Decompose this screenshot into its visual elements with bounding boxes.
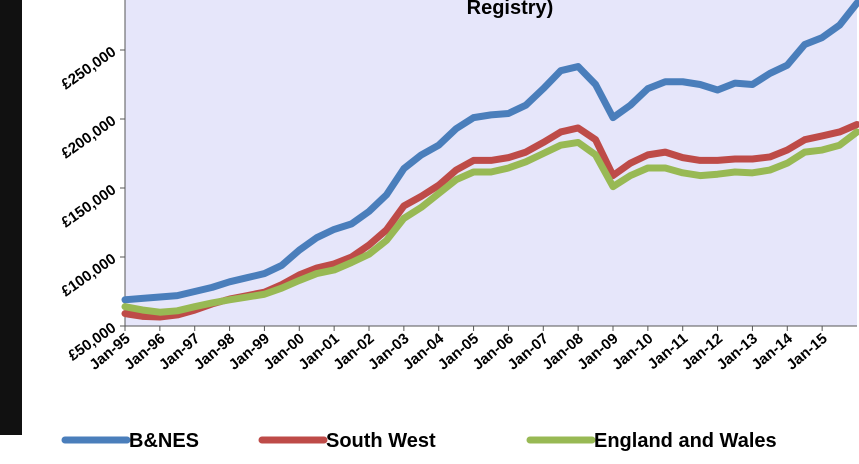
legend-label: B&NES (129, 430, 199, 452)
legend-label: South West (326, 430, 436, 452)
y-tick-label: £150,000 (58, 181, 119, 231)
chart-title: Registry) (467, 0, 554, 19)
legend-label: England and Wales (594, 430, 777, 452)
y-tick-label: £250,000 (58, 43, 119, 93)
x-tick-label: Jan-15 (783, 330, 830, 374)
frame-edge (0, 0, 22, 435)
line-series (121, 128, 859, 316)
y-tick-label: £100,000 (58, 250, 119, 300)
y-tick-label: £200,000 (58, 112, 119, 162)
line-series (121, 0, 859, 304)
